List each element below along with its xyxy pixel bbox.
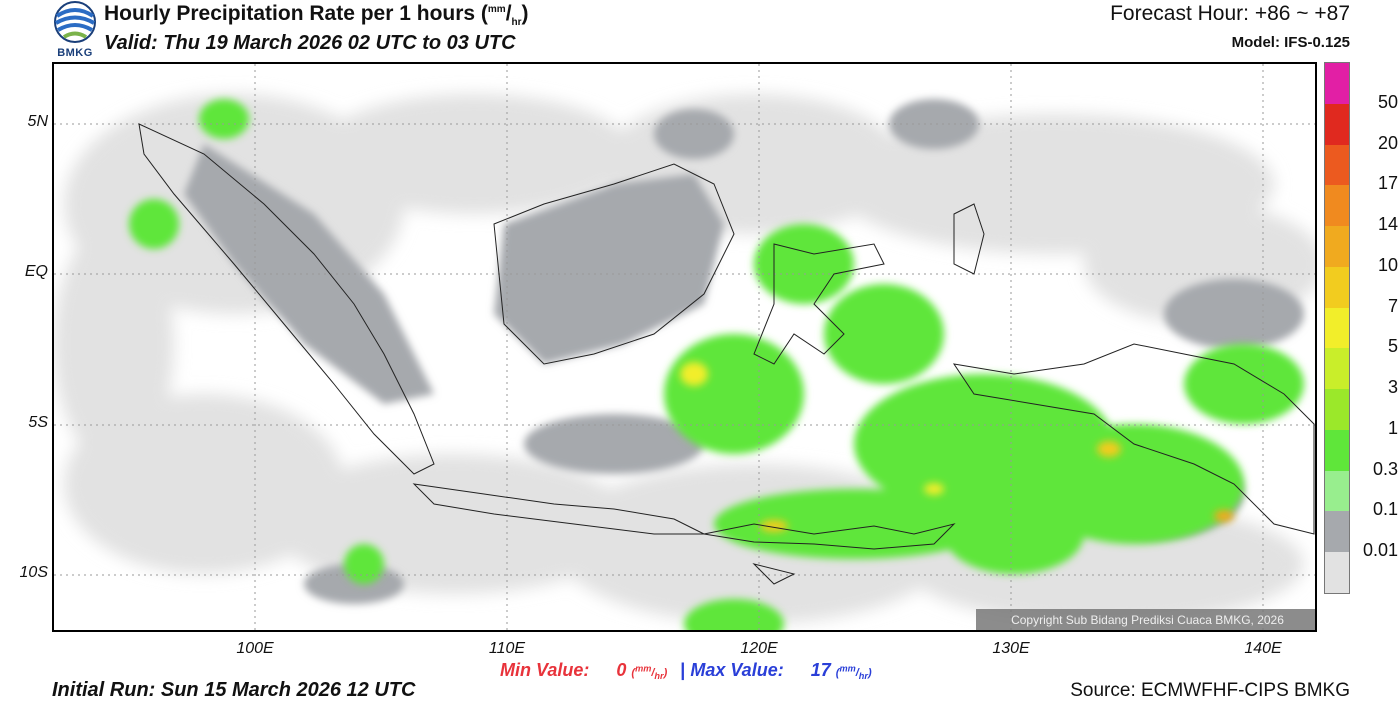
legend-label: 20 [1377,132,1398,153]
coastlines [138,123,1315,585]
precipitation-map: Copyright Sub Bidang Prediksi Cuaca BMKG… [52,62,1317,632]
legend-swatch [1325,348,1349,390]
legend-swatch [1325,185,1349,227]
legend-swatch [1325,389,1349,430]
min-max-values: Min Value: 0 (mm/hr) | Max Value: 17 (mm… [500,660,872,682]
legend-swatch [1325,226,1349,267]
legend-swatch [1325,103,1349,145]
light-rain-layer [54,94,1315,624]
legend-label: 50 [1377,91,1398,112]
legend-swatch [1325,429,1349,471]
legend-label: 17 [1377,173,1398,194]
lat-label-5n: 5N [27,113,48,130]
min-value-label: Min Value: [500,660,590,680]
max-value: 17 [810,660,831,680]
graticule [54,64,1315,630]
legend-label: 10 [1377,254,1398,275]
legend-swatch [1325,266,1349,308]
legend-label: 14 [1377,214,1398,235]
value-separator: | [680,660,686,680]
legend-label: 5 [1387,336,1398,357]
min-value: 0 [616,660,627,680]
lat-label-eq: EQ [24,263,48,280]
lat-label-10s: 10S [19,564,48,581]
legend-label: 1 [1387,417,1398,438]
bmkg-logo [54,1,96,43]
legend-label: 0.1 [1372,499,1398,520]
logo-text: BMKG [57,47,93,59]
color-legend [1324,62,1350,594]
lon-label-140e: 140E [1244,640,1282,657]
legend-label: 7 [1387,295,1398,316]
lon-label-130e: 130E [992,640,1030,657]
lon-label-110e: 110E [488,640,526,657]
legend-swatch [1325,552,1349,593]
legend-swatch [1325,511,1349,553]
map-canvas [54,64,1315,630]
max-value-label: Max Value: [690,660,784,680]
forecast-hour: Forecast Hour: +86 ~ +87 [1110,2,1350,25]
data-source: Source: ECMWFHF-CIPS BMKG [1070,680,1350,701]
legend-swatch [1325,470,1349,512]
lon-label-100e: 100E [236,640,274,657]
model-name: Model: IFS-0.125 [1231,34,1350,51]
legend-label: 0.3 [1372,458,1398,479]
lon-label-120e: 120E [740,640,778,657]
legend-swatch [1325,144,1349,186]
lat-label-5s: 5S [28,414,48,431]
valid-time: Valid: Thu 19 March 2026 02 UTC to 03 UT… [104,32,516,54]
legend-swatch [1325,307,1349,349]
initial-run: Initial Run: Sun 15 March 2026 12 UTC [52,679,416,701]
legend-label: 3 [1387,377,1398,398]
green-rain-layer [129,99,1304,630]
legend-swatch [1325,63,1349,104]
legend-label: 0.01 [1362,540,1398,561]
copyright-notice: Copyright Sub Bidang Prediksi Cuaca BMKG… [976,609,1315,630]
page-title: Hourly Precipitation Rate per 1 hours (m… [104,2,529,29]
